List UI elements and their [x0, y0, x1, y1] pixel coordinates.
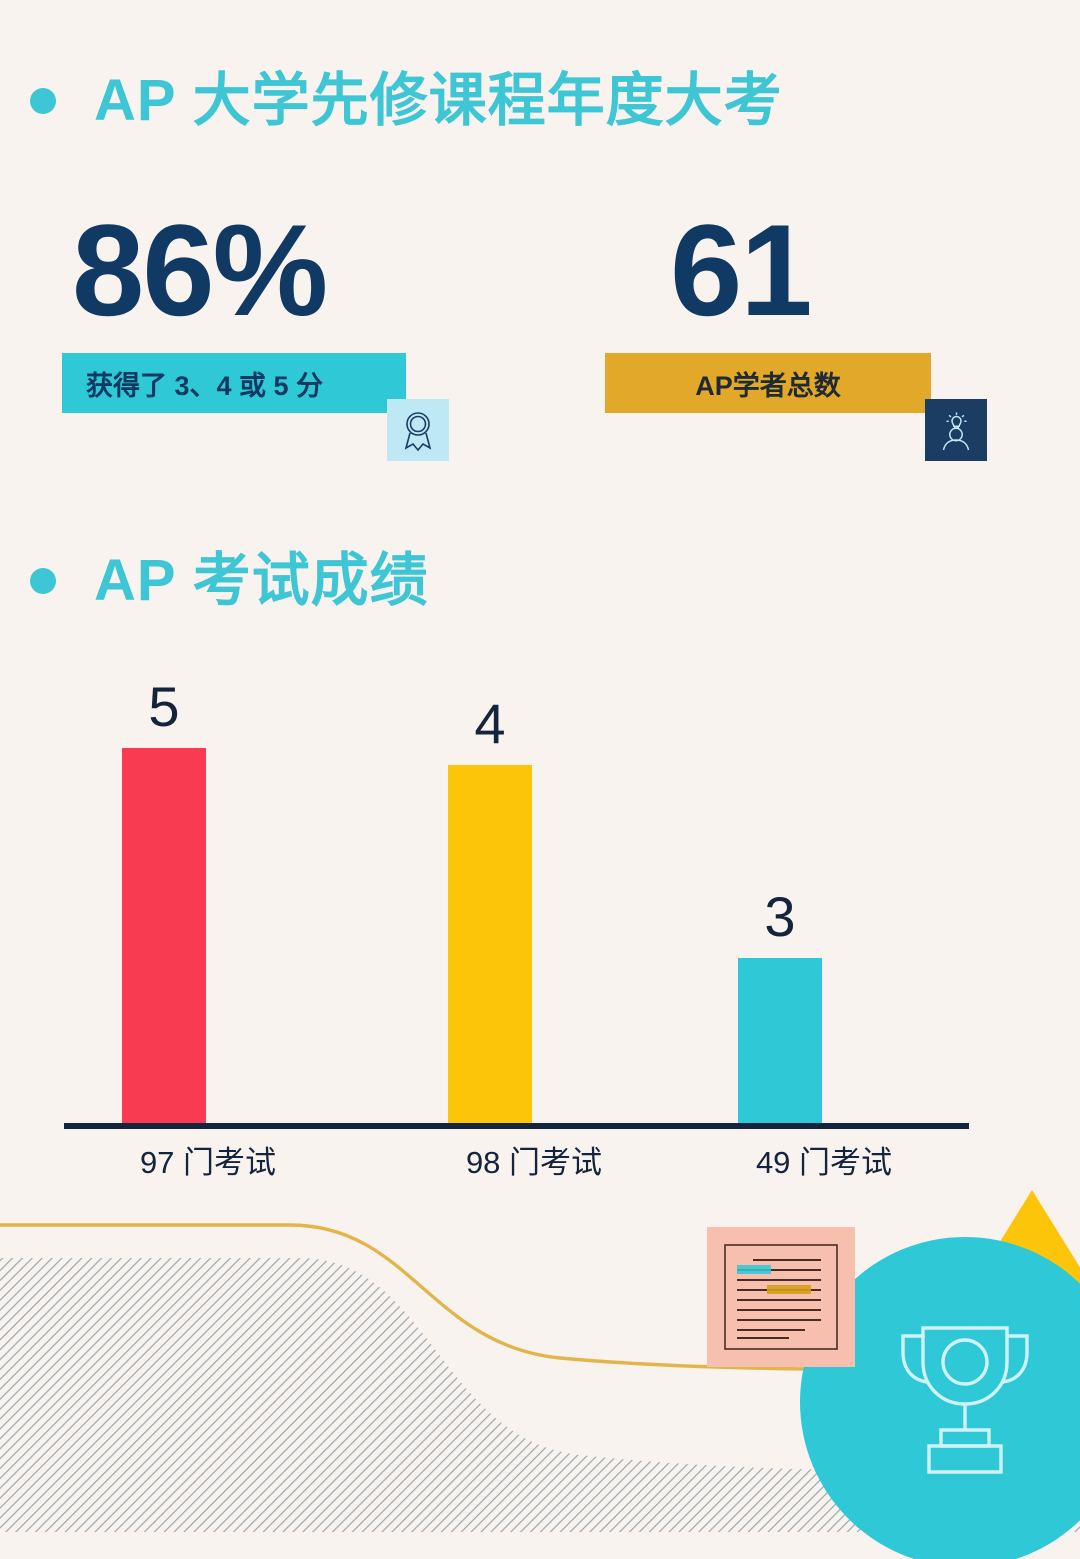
- bar-category-label-2: 49 门考试: [755, 1145, 893, 1180]
- stat-bar-ap-scholars: AP学者总数: [605, 353, 987, 461]
- bullet-dot-icon: [30, 88, 56, 114]
- scholar-idea-icon: [925, 399, 987, 461]
- bar-group-0: 5: [64, 658, 264, 1123]
- bar-rect-0: [122, 748, 206, 1123]
- bar-value-label-0: 5: [148, 675, 180, 738]
- stat-block-ap-scholars: 61 AP学者总数: [605, 197, 987, 461]
- stat-number-pass-rate: 86%: [72, 197, 328, 343]
- bar-category-label-1: 98 门考试: [465, 1145, 603, 1180]
- bar-rect-1: [448, 765, 532, 1123]
- bar-rect-2: [738, 958, 822, 1123]
- bar-value-label-1: 4: [474, 692, 506, 755]
- section-heading-exam-label: AP 大学先修课程年度大考: [94, 68, 783, 133]
- stat-label-ap-scholars: AP学者总数: [695, 370, 841, 401]
- section-heading-scores: AP 考试成绩: [30, 552, 429, 610]
- stat-bar-pass-rate: 获得了 3、4 或 5 分: [62, 353, 449, 461]
- teal-highlight: [737, 1265, 771, 1274]
- gold-highlight: [767, 1285, 811, 1294]
- section-heading-scores-label: AP 考试成绩: [94, 548, 429, 613]
- bullet-dot-icon: [30, 568, 56, 594]
- bar-value-label-2: 3: [764, 885, 796, 948]
- bar-category-label-0: 97 门考试: [139, 1145, 277, 1180]
- section-heading-exam: AP 大学先修课程年度大考: [30, 72, 783, 130]
- trophy-icon: [901, 1326, 1029, 1474]
- award-ribbon-icon: [387, 399, 449, 461]
- bar-group-1: 4: [390, 658, 590, 1123]
- document-icon: [724, 1244, 838, 1350]
- bar-group-2: 3: [680, 658, 880, 1123]
- document-card-decoration: [707, 1227, 855, 1367]
- chart-axis-line: [64, 1123, 969, 1129]
- stat-label-pass-rate: 获得了 3、4 或 5 分: [86, 370, 324, 401]
- stat-block-pass-rate: 86% 获得了 3、4 或 5 分: [62, 197, 449, 461]
- stat-number-ap-scholars: 61: [670, 197, 813, 343]
